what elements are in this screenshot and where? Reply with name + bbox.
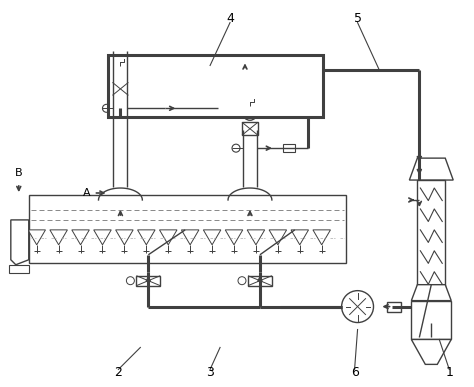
Text: 2: 2 (115, 366, 122, 379)
Polygon shape (94, 230, 111, 245)
Text: 3: 3 (206, 366, 214, 379)
Polygon shape (313, 230, 330, 245)
Text: 4: 4 (226, 12, 234, 25)
Text: 6: 6 (351, 366, 358, 379)
Polygon shape (28, 230, 46, 245)
Text: 1: 1 (445, 366, 453, 379)
Circle shape (102, 104, 110, 112)
Text: A: A (83, 188, 91, 198)
Bar (417, 180, 445, 300)
Bar (112, 82, 128, 95)
Polygon shape (411, 339, 451, 365)
Polygon shape (72, 230, 89, 245)
Circle shape (127, 277, 134, 285)
Bar (137, 276, 160, 286)
Polygon shape (11, 220, 29, 265)
Circle shape (232, 144, 240, 152)
Polygon shape (182, 230, 199, 245)
Bar (109, 55, 323, 117)
Bar (283, 144, 295, 152)
Bar (411, 301, 451, 339)
Bar (387, 301, 401, 312)
Polygon shape (291, 230, 309, 245)
Polygon shape (137, 230, 155, 245)
Text: B: B (15, 168, 23, 178)
Bar (153, 104, 165, 112)
Polygon shape (159, 230, 177, 245)
Bar (242, 122, 258, 135)
Polygon shape (116, 230, 133, 245)
Polygon shape (247, 230, 264, 245)
Bar (9, 265, 29, 273)
Polygon shape (410, 158, 453, 180)
Circle shape (342, 291, 374, 322)
Polygon shape (417, 300, 445, 322)
Polygon shape (203, 230, 221, 245)
Circle shape (113, 67, 128, 80)
Polygon shape (411, 285, 451, 301)
Polygon shape (50, 230, 67, 245)
Bar (248, 276, 272, 286)
Circle shape (238, 277, 246, 285)
Polygon shape (269, 230, 287, 245)
Text: 5: 5 (354, 12, 362, 25)
Bar (29, 195, 346, 263)
Polygon shape (225, 230, 243, 245)
Circle shape (243, 106, 257, 120)
